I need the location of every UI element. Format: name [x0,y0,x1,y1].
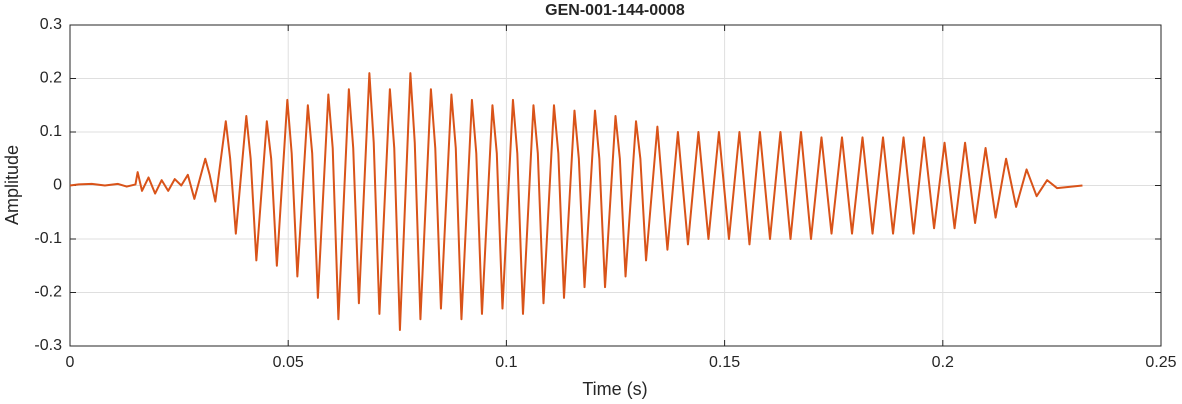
x-tick-label: 0.1 [495,354,517,371]
y-tick-label: 0 [53,177,62,194]
y-tick-label: 0.3 [40,16,62,33]
x-axis-label: Time (s) [582,379,647,399]
waveform-line [69,72,1083,331]
y-tick-label: -0.3 [34,337,62,354]
y-tick-label: -0.1 [34,230,62,247]
y-axis-label: Amplitude [2,145,22,225]
y-tick-label: 0.2 [40,70,62,87]
x-tick-label: 0.05 [273,354,304,371]
x-tick-label: 0 [66,354,75,371]
x-tick-label: 0.15 [709,354,740,371]
chart-title: GEN-001-144-0008 [545,2,685,19]
x-tick-label: 0.25 [1145,354,1176,371]
y-tick-label: 0.1 [40,123,62,140]
x-tick-label: 0.2 [932,354,954,371]
y-tick-label: -0.2 [34,284,62,301]
